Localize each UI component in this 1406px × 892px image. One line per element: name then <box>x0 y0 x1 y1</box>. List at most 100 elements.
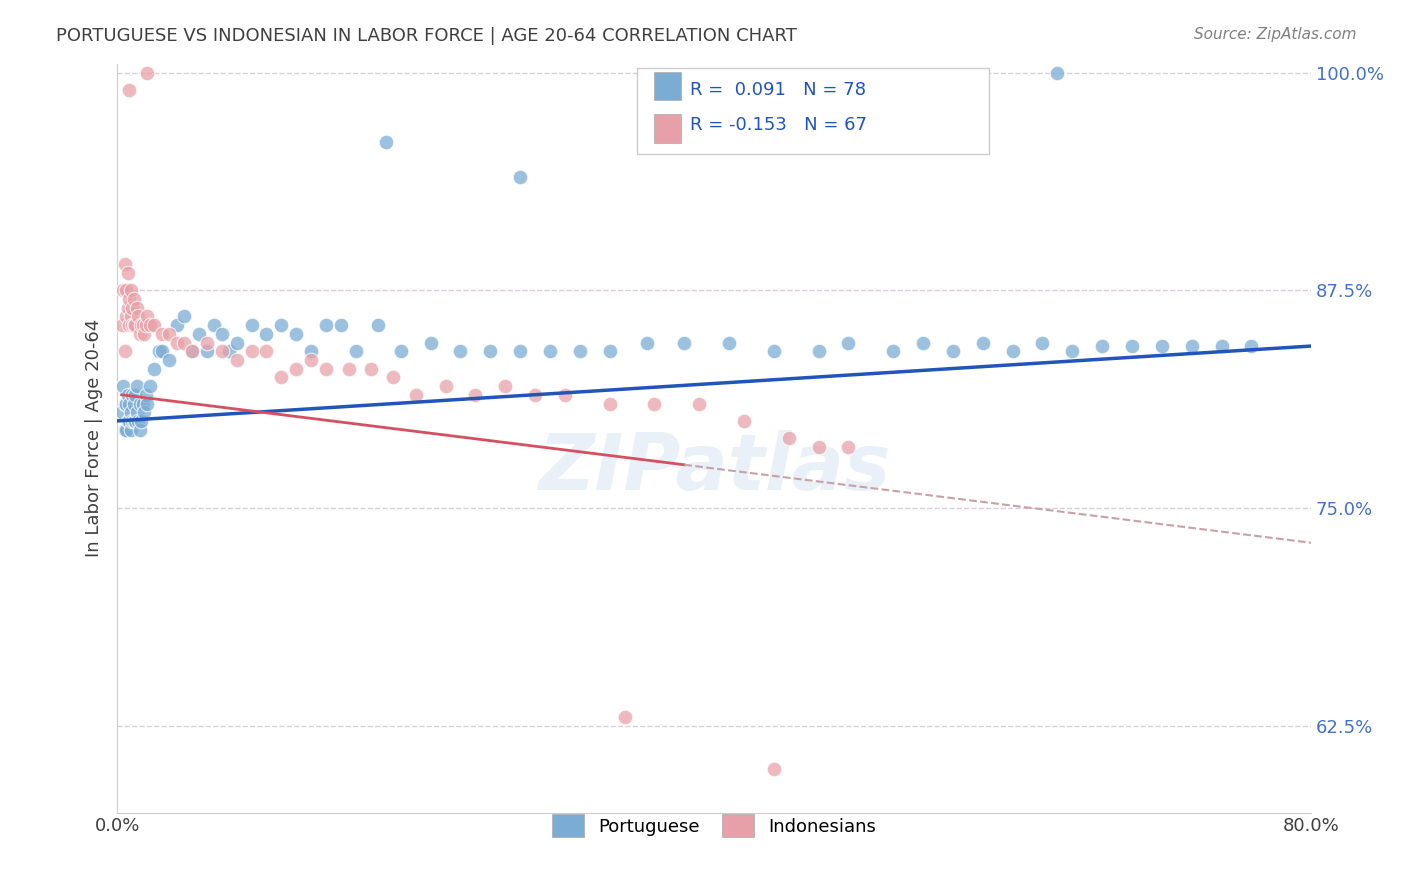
Portuguese <box>449 344 471 359</box>
Portuguese <box>122 396 145 410</box>
Indonesians <box>122 318 145 333</box>
Indonesians <box>114 344 136 359</box>
Indonesians <box>115 310 138 324</box>
Indonesians <box>688 396 710 410</box>
Portuguese <box>389 344 412 359</box>
Portuguese <box>122 414 145 428</box>
Portuguese <box>673 335 696 350</box>
Portuguese <box>118 414 141 428</box>
Indonesians <box>360 361 382 376</box>
Indonesians <box>143 318 166 333</box>
Portuguese <box>509 344 531 359</box>
Legend: Portuguese, Indonesians: Portuguese, Indonesians <box>544 807 884 845</box>
Indonesians <box>118 83 141 97</box>
Portuguese <box>128 423 150 437</box>
Portuguese <box>125 405 148 419</box>
Portuguese <box>148 344 170 359</box>
Indonesians <box>195 335 218 350</box>
Indonesians <box>111 318 134 333</box>
Portuguese <box>315 318 337 333</box>
Portuguese <box>143 361 166 376</box>
Indonesians <box>120 310 142 324</box>
Portuguese <box>188 326 211 341</box>
Portuguese <box>718 335 741 350</box>
Portuguese <box>166 318 188 333</box>
Portuguese <box>124 414 146 428</box>
Portuguese <box>419 335 441 350</box>
Portuguese <box>135 388 157 402</box>
Indonesians <box>315 361 337 376</box>
Indonesians <box>643 396 665 410</box>
Portuguese <box>117 388 139 402</box>
Indonesians <box>494 379 516 393</box>
Portuguese <box>374 136 396 150</box>
Indonesians <box>125 301 148 315</box>
Portuguese <box>344 344 367 359</box>
Indonesians <box>131 318 153 333</box>
Indonesians <box>124 318 146 333</box>
Indonesians <box>762 762 785 776</box>
Portuguese <box>1150 339 1173 353</box>
Indonesians <box>121 318 143 333</box>
Portuguese <box>128 396 150 410</box>
Portuguese <box>599 344 621 359</box>
Indonesians <box>129 318 152 333</box>
Portuguese <box>136 396 159 410</box>
Indonesians <box>211 344 233 359</box>
Portuguese <box>270 318 292 333</box>
Indonesians <box>337 361 360 376</box>
Portuguese <box>127 414 149 428</box>
Portuguese <box>120 405 142 419</box>
Indonesians <box>524 388 547 402</box>
Indonesians <box>166 335 188 350</box>
Y-axis label: In Labor Force | Age 20-64: In Labor Force | Age 20-64 <box>86 319 103 558</box>
Indonesians <box>120 284 142 298</box>
Indonesians <box>128 326 150 341</box>
Portuguese <box>131 396 153 410</box>
Indonesians <box>405 388 427 402</box>
Portuguese <box>114 396 136 410</box>
Portuguese <box>121 388 143 402</box>
Portuguese <box>285 326 308 341</box>
Portuguese <box>254 326 277 341</box>
Portuguese <box>479 344 502 359</box>
Portuguese <box>636 335 658 350</box>
Portuguese <box>538 344 561 359</box>
Portuguese <box>118 396 141 410</box>
Portuguese <box>1001 344 1024 359</box>
Indonesians <box>464 388 486 402</box>
Indonesians <box>180 344 202 359</box>
Indonesians <box>733 414 755 428</box>
Indonesians <box>240 344 263 359</box>
Indonesians <box>136 66 159 80</box>
Indonesians <box>157 326 180 341</box>
Indonesians <box>225 353 247 368</box>
Portuguese <box>299 344 322 359</box>
Indonesians <box>807 440 830 454</box>
Portuguese <box>157 353 180 368</box>
Indonesians <box>115 284 138 298</box>
Portuguese <box>1121 339 1143 353</box>
Indonesians <box>599 396 621 410</box>
Indonesians <box>778 431 800 445</box>
Portuguese <box>837 335 859 350</box>
Portuguese <box>117 414 139 428</box>
Portuguese <box>882 344 904 359</box>
Indonesians <box>122 292 145 306</box>
Portuguese <box>121 414 143 428</box>
Portuguese <box>150 344 173 359</box>
Portuguese <box>1240 339 1263 353</box>
FancyBboxPatch shape <box>637 68 988 154</box>
Portuguese <box>1211 339 1233 353</box>
Portuguese <box>132 405 155 419</box>
Portuguese <box>1062 344 1084 359</box>
Indonesians <box>117 301 139 315</box>
Portuguese <box>367 318 389 333</box>
Indonesians <box>254 344 277 359</box>
FancyBboxPatch shape <box>654 71 681 100</box>
Portuguese <box>807 344 830 359</box>
Indonesians <box>285 361 308 376</box>
Indonesians <box>150 326 173 341</box>
Indonesians <box>382 370 405 384</box>
Portuguese <box>125 379 148 393</box>
